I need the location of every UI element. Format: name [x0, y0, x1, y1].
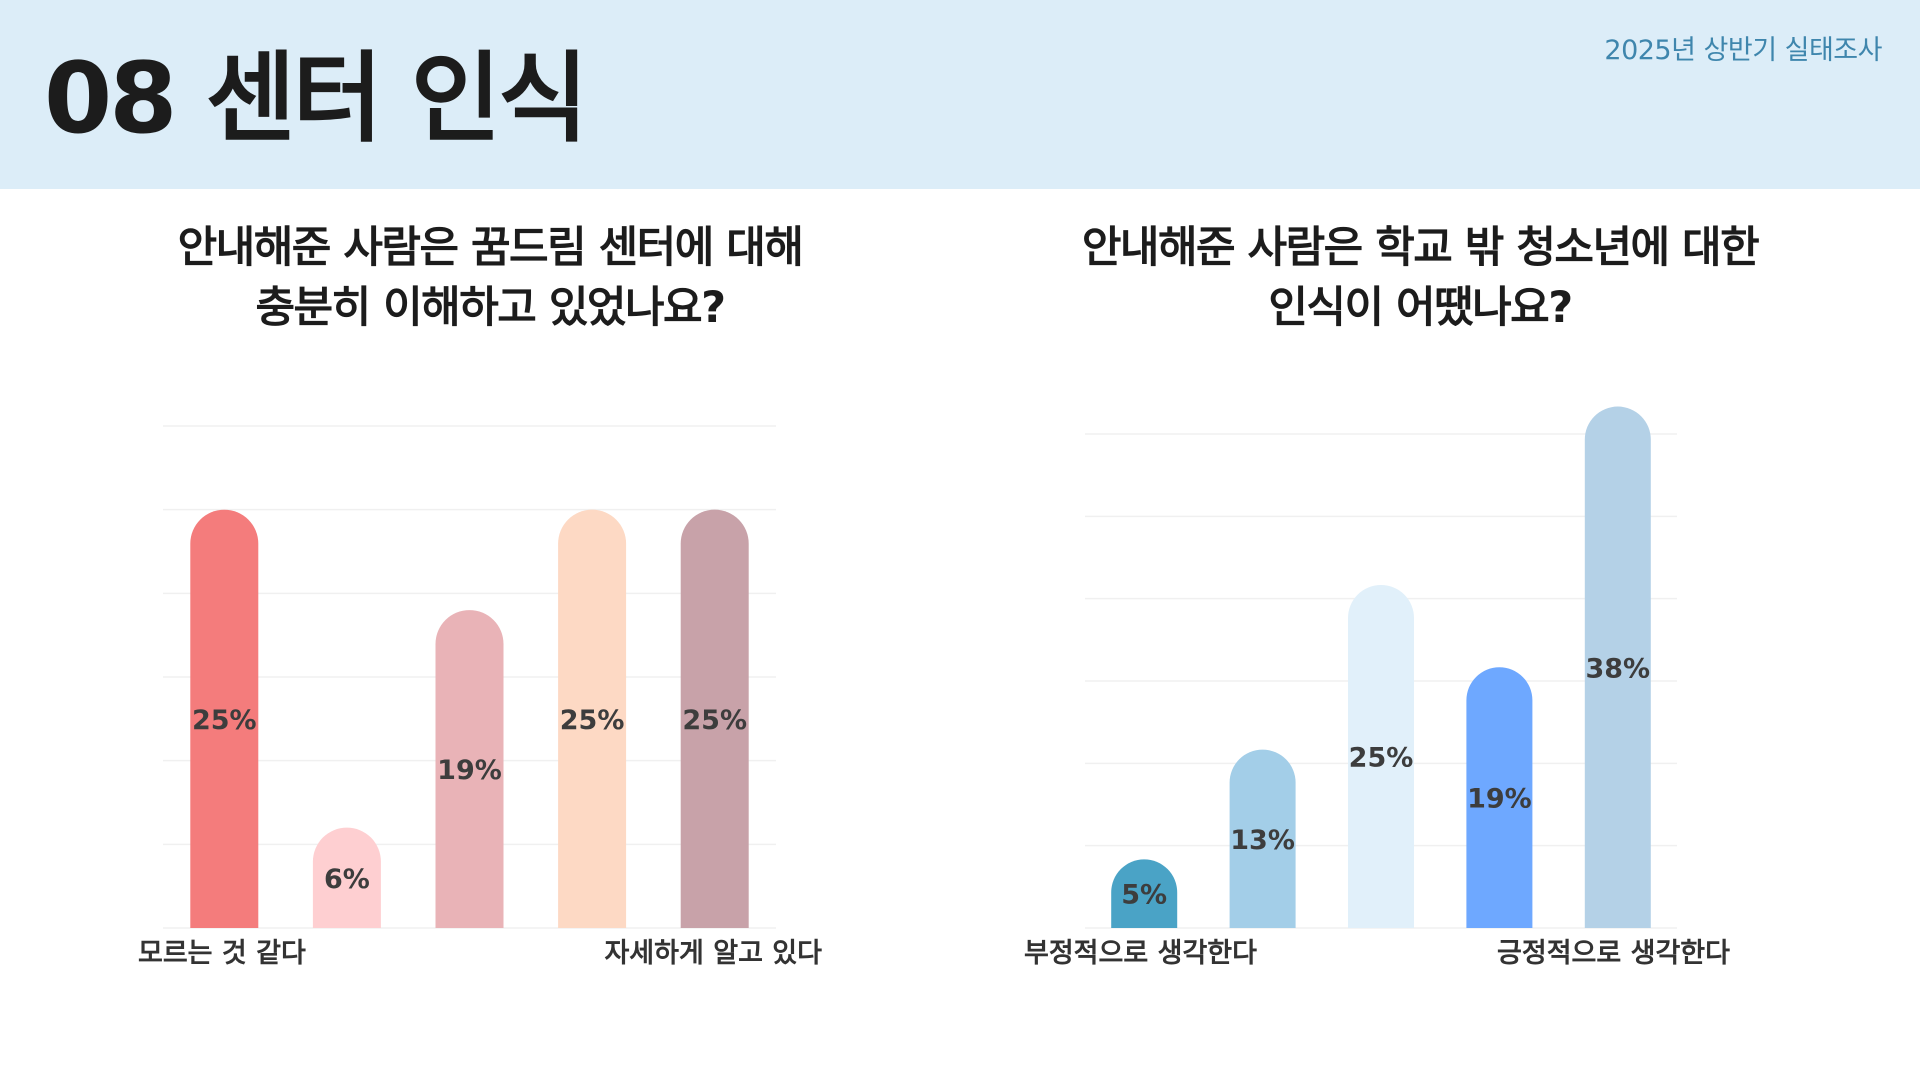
question-line: 안내해준 사람은 꿈드림 센터에 대해: [177, 223, 804, 273]
data-label: 25%: [560, 705, 625, 736]
bar: [435, 610, 504, 928]
bar: [558, 509, 627, 928]
bar: [1466, 667, 1533, 928]
bar: [680, 509, 749, 928]
bar: [190, 509, 259, 928]
scale-label-low: 부정적으로 생각한다: [1024, 938, 1257, 969]
data-label: 6%: [324, 864, 370, 895]
data-label: 13%: [1230, 825, 1295, 856]
bar: [1348, 584, 1414, 928]
bar: [312, 827, 381, 928]
bar: [1111, 859, 1178, 928]
chart-question-left: 안내해준 사람은 꿈드림 센터에 대해 충분히 이해하고 있었나요?: [60, 218, 920, 338]
survey-subtitle: 2025년 상반기 실태조사: [1604, 35, 1882, 66]
question-line: 인식이 어땠나요?: [1268, 283, 1573, 333]
header-banner: 08 센터 인식 2025년 상반기 실태조사: [0, 0, 1920, 189]
data-label: 25%: [682, 705, 747, 736]
bar: [1229, 749, 1296, 928]
question-line: 안내해준 사람은 학교 밖 청소년에 대한: [1081, 223, 1760, 273]
data-label: 38%: [1585, 653, 1650, 684]
bar: [1584, 406, 1651, 928]
data-label: 25%: [1349, 742, 1414, 773]
chart-question-right: 안내해준 사람은 학교 밖 청소년에 대한 인식이 어땠나요?: [980, 218, 1860, 338]
data-label: 19%: [1467, 784, 1532, 815]
data-label: 25%: [192, 705, 257, 736]
page-title: 08 센터 인식: [44, 42, 588, 156]
question-line: 충분히 이해하고 있었나요?: [255, 283, 726, 333]
scale-label-high: 긍정적으로 생각한다: [1497, 938, 1730, 969]
data-label: 5%: [1121, 880, 1167, 911]
scale-label-high: 자세하게 알고 있다: [604, 938, 822, 969]
data-label: 19%: [437, 755, 502, 786]
scale-label-low: 모르는 것 같다: [138, 938, 306, 969]
